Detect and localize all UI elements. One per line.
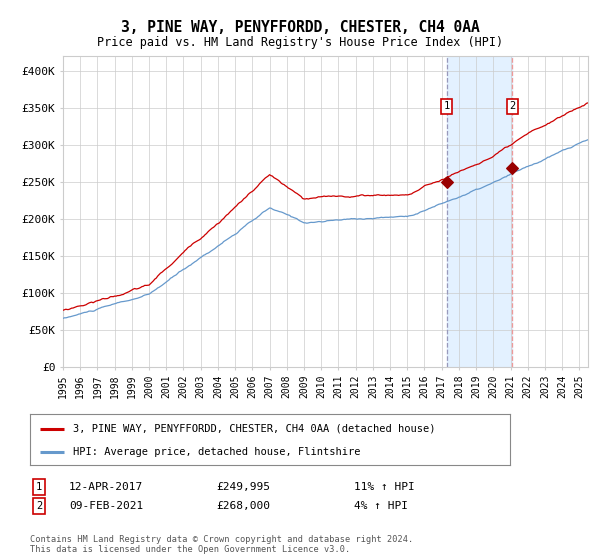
Text: £249,995: £249,995 [216,482,270,492]
Text: 2: 2 [509,101,515,111]
Text: 3, PINE WAY, PENYFFORDD, CHESTER, CH4 0AA (detached house): 3, PINE WAY, PENYFFORDD, CHESTER, CH4 0A… [73,423,436,433]
Text: 12-APR-2017: 12-APR-2017 [69,482,143,492]
Text: 09-FEB-2021: 09-FEB-2021 [69,501,143,511]
Text: 1: 1 [36,482,42,492]
Text: Price paid vs. HM Land Registry's House Price Index (HPI): Price paid vs. HM Land Registry's House … [97,36,503,49]
Text: HPI: Average price, detached house, Flintshire: HPI: Average price, detached house, Flin… [73,447,361,457]
Text: Contains HM Land Registry data © Crown copyright and database right 2024.
This d: Contains HM Land Registry data © Crown c… [30,535,413,554]
Point [442,178,451,186]
Point [508,164,517,173]
Text: 2: 2 [36,501,42,511]
Text: £268,000: £268,000 [216,501,270,511]
Bar [446,56,512,367]
Text: 1: 1 [443,101,449,111]
Text: 4% ↑ HPI: 4% ↑ HPI [354,501,408,511]
Text: 3, PINE WAY, PENYFFORDD, CHESTER, CH4 0AA: 3, PINE WAY, PENYFFORDD, CHESTER, CH4 0A… [121,20,479,35]
Text: 11% ↑ HPI: 11% ↑ HPI [354,482,415,492]
